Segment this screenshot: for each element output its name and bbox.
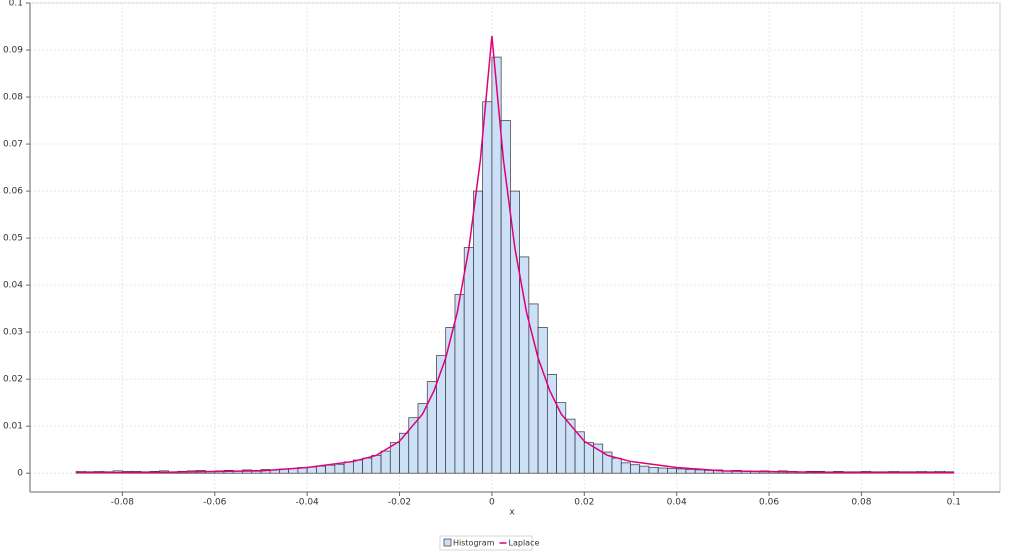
x-tick-label: -0.02 [388, 498, 411, 508]
y-tick-label: 0.04 [3, 281, 23, 291]
y-tick-label: 0.02 [3, 375, 23, 385]
histogram-bar [510, 190, 520, 474]
legend-swatch [443, 538, 452, 547]
histogram-bar [694, 469, 705, 474]
histogram-bar [436, 355, 447, 474]
y-tick-label: 0.06 [3, 187, 23, 197]
y-tick-label: 0.01 [3, 422, 23, 432]
histogram-bar [380, 450, 391, 474]
y-tick-label: 0.08 [3, 93, 23, 103]
x-tick-label: 0.02 [574, 498, 594, 508]
histogram-bar [352, 459, 363, 474]
x-tick-label: 0.1 [947, 498, 961, 508]
histogram-bar [611, 457, 622, 474]
histogram-bar [620, 462, 631, 474]
histogram-bar [445, 327, 456, 474]
histogram-bar [630, 464, 641, 474]
histogram-bar [325, 464, 336, 474]
histogram-bar [371, 454, 382, 474]
y-tick-label: 0.03 [3, 328, 23, 338]
x-tick-label: 0.08 [851, 498, 871, 508]
x-tick-label: 0 [489, 498, 495, 508]
y-tick-label: 0.05 [3, 234, 23, 244]
y-tick-label: 0.07 [3, 140, 23, 150]
y-tick-label: 0.09 [3, 46, 23, 56]
histogram-bar [565, 418, 576, 474]
histogram-bar [583, 442, 594, 474]
histogram-bar [454, 294, 465, 474]
y-tick-label: 0 [17, 469, 23, 479]
legend-label: Histogram [453, 539, 495, 548]
histogram-bar [362, 457, 373, 474]
histogram-bar [519, 256, 530, 474]
histogram-bar [667, 468, 678, 474]
histogram-bar [676, 468, 687, 474]
x-tick-label: 0.04 [667, 498, 687, 508]
histogram-bar [316, 465, 326, 474]
x-axis-label: x [509, 508, 515, 518]
histogram-bar [463, 247, 474, 474]
histogram-bar [639, 465, 650, 474]
laplace-curve [76, 35, 954, 474]
histogram-bar [574, 431, 585, 474]
x-tick-label: -0.06 [203, 498, 227, 508]
histogram-bar [408, 417, 419, 474]
x-tick-label: -0.08 [111, 498, 135, 508]
x-tick-label: 0.06 [759, 498, 779, 508]
histogram-bar [648, 467, 659, 474]
histogram-bar [657, 467, 668, 474]
histogram-bar [343, 461, 354, 474]
histogram-bar [334, 463, 345, 474]
y-tick-label: 0.1 [9, 0, 23, 9]
x-tick-label: -0.04 [295, 498, 319, 508]
histogram-bar [473, 190, 484, 474]
histogram-bar [537, 327, 548, 474]
legend-box [439, 535, 533, 551]
legend-label: Laplace [509, 539, 540, 548]
histogram-bar [482, 101, 493, 474]
histogram-bar [685, 469, 696, 474]
histogram-bar [389, 442, 400, 474]
